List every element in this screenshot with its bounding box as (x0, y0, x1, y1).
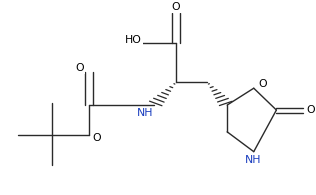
Text: HO: HO (125, 35, 142, 45)
Text: NH: NH (245, 155, 261, 165)
Text: O: O (307, 105, 315, 115)
Text: O: O (172, 2, 180, 12)
Text: O: O (93, 133, 101, 143)
Text: O: O (259, 79, 267, 89)
Text: NH: NH (137, 108, 153, 118)
Text: O: O (76, 64, 84, 74)
